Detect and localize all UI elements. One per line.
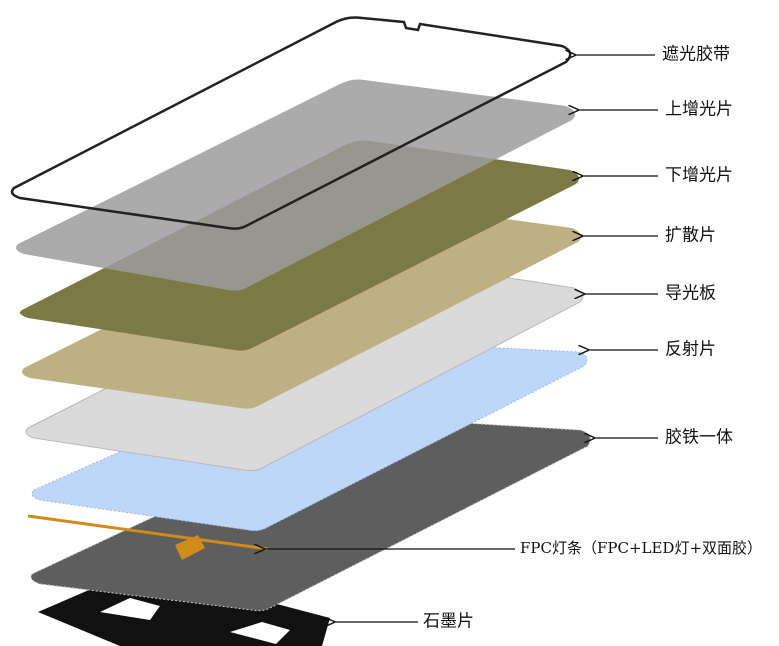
layer-label: 胶铁一体: [665, 428, 733, 448]
layer-label: 反射片: [665, 340, 716, 360]
layer-label: 下增光片: [665, 166, 733, 186]
upper-bef-layer: [16, 79, 575, 291]
layer-label: 导光板: [665, 284, 716, 304]
layer-label: 遮光胶带: [662, 45, 730, 65]
layer-label: 石墨片: [423, 612, 474, 632]
fpc-strip: [27, 514, 269, 560]
layer-label: 扩散片: [665, 226, 716, 246]
layer-label: 上增光片: [665, 100, 733, 120]
layer-label: FPC灯条（FPC+LED灯+双面胶）: [520, 539, 762, 557]
